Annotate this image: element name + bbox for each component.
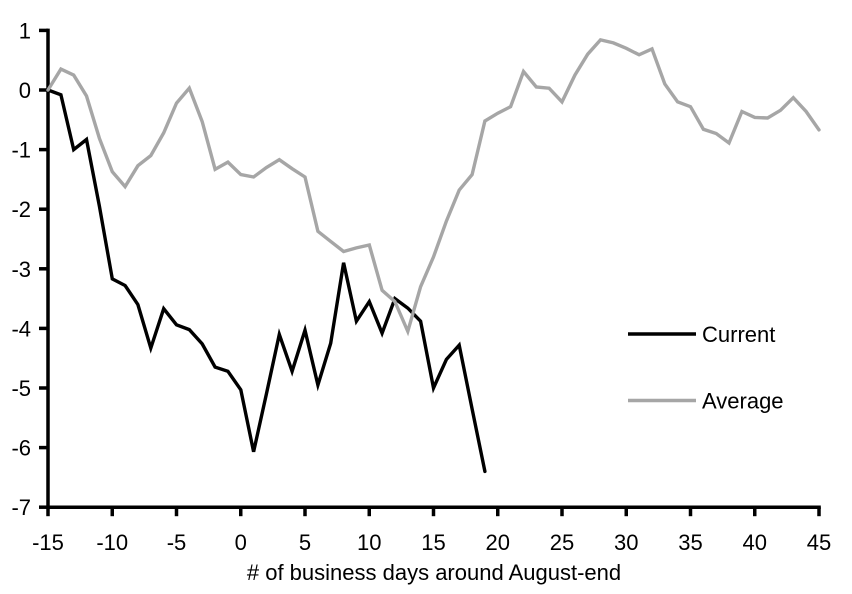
x-tick-label: 30 bbox=[614, 530, 638, 555]
x-tick-label: 10 bbox=[357, 530, 381, 555]
x-tick-label: 20 bbox=[486, 530, 510, 555]
x-tick-label: 15 bbox=[421, 530, 445, 555]
legend: Current Average bbox=[628, 322, 784, 414]
y-tick-label: -6 bbox=[11, 436, 31, 461]
x-tick-label: 25 bbox=[550, 530, 574, 555]
y-tick-label: 1 bbox=[19, 18, 31, 43]
x-tick-label: -15 bbox=[32, 530, 64, 555]
axes: 10-1-2-3-4-5-6-7-15 -10 -5 0 5 10 15 20 25 30 35 40… bbox=[11, 18, 831, 555]
series-lines bbox=[46, 38, 821, 474]
y-tick-label: 0 bbox=[19, 78, 31, 103]
y-tick-label: -1 bbox=[11, 138, 31, 163]
x-axis-title: # of business days around August-end bbox=[247, 560, 621, 585]
x-tick-label: -10 bbox=[96, 530, 128, 555]
y-tick-label: -3 bbox=[11, 257, 31, 282]
series-line-current bbox=[46, 88, 487, 474]
x-tick-label: 35 bbox=[678, 530, 702, 555]
x-tick-label: 0 bbox=[235, 530, 247, 555]
x-tick-label: -5 bbox=[167, 530, 187, 555]
x-tick-label: 40 bbox=[743, 530, 767, 555]
legend-label-average: Average bbox=[702, 389, 784, 414]
y-tick-label: -7 bbox=[11, 495, 31, 520]
y-tick-label: -2 bbox=[11, 197, 31, 222]
series-line-average bbox=[46, 38, 821, 337]
legend-label-current: Current bbox=[702, 322, 775, 347]
y-tick-label: -4 bbox=[11, 316, 31, 341]
x-tick-label: 5 bbox=[299, 530, 311, 555]
x-tick-label: 45 bbox=[807, 530, 831, 555]
y-tick-label: -5 bbox=[11, 376, 31, 401]
